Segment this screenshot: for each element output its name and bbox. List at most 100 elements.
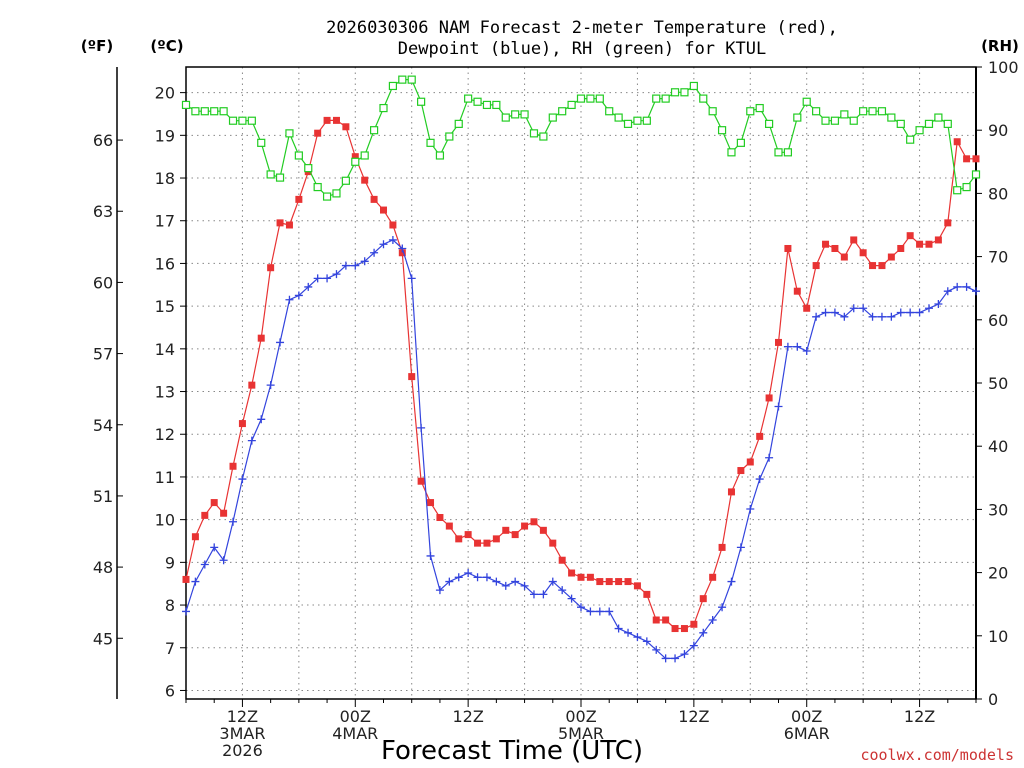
dewpoint-marker [962,282,971,291]
dewpoint-marker [868,312,877,321]
temperature-marker [840,253,848,261]
x-axis-label: Forecast Time (UTC) [381,736,643,766]
rh-marker [435,151,445,160]
temperature-marker [690,620,698,628]
dewpoint-marker [624,628,633,637]
dewpoint-marker [558,586,567,595]
celsius-tick-label: 8 [165,596,175,615]
temperature-marker [662,616,670,624]
temperature-marker [953,138,961,146]
rh-marker [689,81,698,91]
x-tick-label: 00Z [565,707,596,726]
temperature-marker [887,253,895,261]
temperature-marker [615,578,623,586]
celsius-tick-label: 9 [165,553,175,572]
rh-marker [482,100,492,110]
rh-marker [830,116,840,125]
rh-marker [548,113,557,122]
rh-tick-label: 20 [988,564,1008,583]
temperature-marker [351,153,359,161]
x-tick-label: 12Z [452,707,483,726]
rh-marker [642,116,651,125]
celsius-tick-label: 6 [165,681,175,700]
x-tick-label: 2026 [222,741,263,760]
rh-marker [181,100,191,110]
rh-tick-label: 100 [988,58,1019,77]
dewpoint-marker [511,577,520,586]
dewpoint-marker [652,645,661,654]
dewpoint-marker [379,240,388,249]
rh-marker [633,116,642,125]
rh-marker [605,107,614,116]
dewpoint-marker [972,287,980,296]
rh-tick-label: 60 [988,311,1008,330]
temperature-marker [191,533,199,541]
temperature-marker [765,394,773,402]
rh-marker [473,97,482,106]
rh-marker [464,94,473,103]
rh-marker [228,116,238,125]
dewpoint-marker [501,581,510,590]
rh-marker [680,88,689,97]
rh-marker [962,182,971,192]
rh-marker [219,107,228,116]
dewpoint-marker [924,304,933,313]
rh-marker [755,103,764,113]
temperature-marker [530,518,538,526]
rh-marker [304,164,313,173]
temperature-marker [822,240,830,248]
dewpoint-marker [859,304,868,313]
temperature-marker [323,116,331,124]
dewpoint-marker [426,551,435,560]
temperature-marker [671,625,679,633]
rh-marker [727,148,736,157]
x-tick-label: 12Z [678,707,709,726]
temperature-marker [972,155,980,163]
rh-tick-label: 0 [988,690,998,709]
temperature-marker [897,244,905,252]
temperature-marker [812,262,820,270]
dewpoint-marker [595,607,604,616]
temperature-marker [201,511,209,519]
dewpoint-marker [257,415,266,424]
rh-marker [567,100,576,110]
temperature-marker [577,573,585,581]
rh-marker [746,107,755,116]
temperature-marker [709,573,717,581]
temperature-marker [718,543,726,551]
rh-marker [351,157,360,166]
temperature-marker [361,176,369,184]
fahrenheit-unit-label: (ºF) [81,37,113,55]
rh-marker [821,116,830,125]
dewpoint-marker [765,453,774,462]
temperature-marker [408,373,416,381]
dewpoint-marker [388,235,397,244]
fahrenheit-tick-label: 51 [93,487,113,506]
temperature-marker [793,287,801,295]
rh-marker [369,126,379,135]
temperature-marker [633,582,641,590]
rh-marker [426,138,435,147]
dewpoint-marker [398,244,407,253]
dewpoint-marker [351,261,360,270]
fahrenheit-tick-label: 66 [93,131,113,150]
temperature-marker [295,195,303,203]
dewpoint-marker [266,381,275,390]
dewpoint-marker [642,637,651,646]
dewpoint-marker [906,308,915,317]
rh-tick-label: 30 [988,500,1008,519]
rh-marker [501,113,510,122]
rh-marker [877,107,887,116]
rh-unit-label: (RH) [981,37,1019,55]
temperature-marker [398,249,406,257]
dewpoint-marker [849,304,858,313]
dewpoint-marker [802,346,811,355]
celsius-tick-label: 13 [155,383,175,402]
temperature-marker [850,236,858,244]
rh-marker [943,119,952,128]
dewpoint-marker [680,650,689,659]
rh-marker [407,75,416,84]
temperature-marker [370,195,378,203]
dewpoint-marker [840,312,849,321]
dewpoint-marker [520,581,529,590]
